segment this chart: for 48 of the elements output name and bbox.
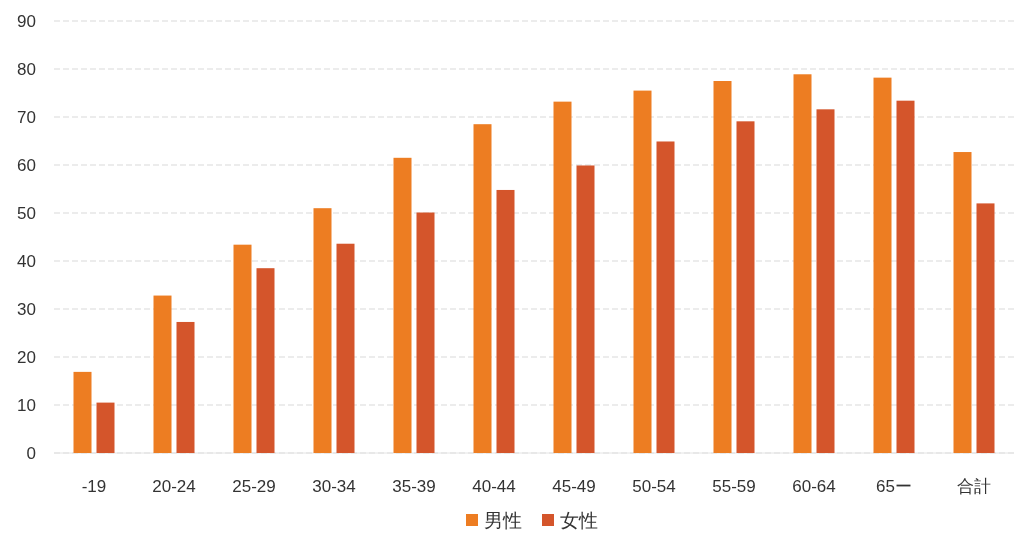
bar: [153, 295, 172, 453]
bar: [713, 81, 732, 453]
x-tick-label: 45-49: [552, 477, 596, 496]
bar: [313, 208, 332, 453]
y-tick-label: 20: [17, 348, 36, 367]
x-tick-label: 55-59: [712, 477, 756, 496]
bar: [656, 141, 675, 453]
bar: [553, 101, 572, 453]
bar: [256, 268, 275, 453]
x-tick-label: 40-44: [472, 477, 516, 496]
bar: [633, 90, 652, 453]
bar: [393, 157, 412, 453]
legend-label: 男性: [484, 510, 522, 531]
y-tick-label: 30: [17, 300, 36, 319]
legend-label: 女性: [560, 510, 598, 531]
y-tick-label: 60: [17, 156, 36, 175]
bar: [416, 212, 435, 453]
y-tick-label: 0: [26, 444, 36, 463]
bar: [233, 244, 252, 453]
bar: [176, 321, 195, 453]
bar: [73, 371, 92, 453]
bar: [96, 402, 115, 453]
x-tick-label: 20-24: [152, 477, 196, 496]
y-tick-label: 80: [17, 60, 36, 79]
bar: [736, 121, 755, 453]
x-tick-label: 30-34: [312, 477, 356, 496]
bar: [896, 100, 915, 453]
bar: [336, 243, 355, 453]
bar: [873, 77, 892, 453]
x-tick-label: -19: [81, 477, 107, 496]
x-tick-label: 60-64: [792, 477, 836, 496]
bar: [793, 74, 812, 453]
bar: [576, 165, 595, 453]
y-tick-label: 40: [17, 252, 36, 271]
y-tick-label: 50: [17, 204, 36, 223]
x-tick-label: 35-39: [392, 477, 436, 496]
bar: [496, 189, 515, 453]
bar: [976, 203, 995, 453]
bar: [953, 152, 972, 453]
y-tick-label: 10: [17, 396, 36, 415]
x-tick-label: 合計: [957, 477, 991, 496]
x-tick-label: 65ー: [876, 477, 912, 496]
bar: [473, 124, 492, 453]
y-tick-label: 70: [17, 108, 36, 127]
x-tick-label: 50-54: [632, 477, 676, 496]
y-tick-label: 90: [17, 12, 36, 31]
x-tick-label: 25-29: [232, 477, 276, 496]
bar: [816, 109, 835, 453]
